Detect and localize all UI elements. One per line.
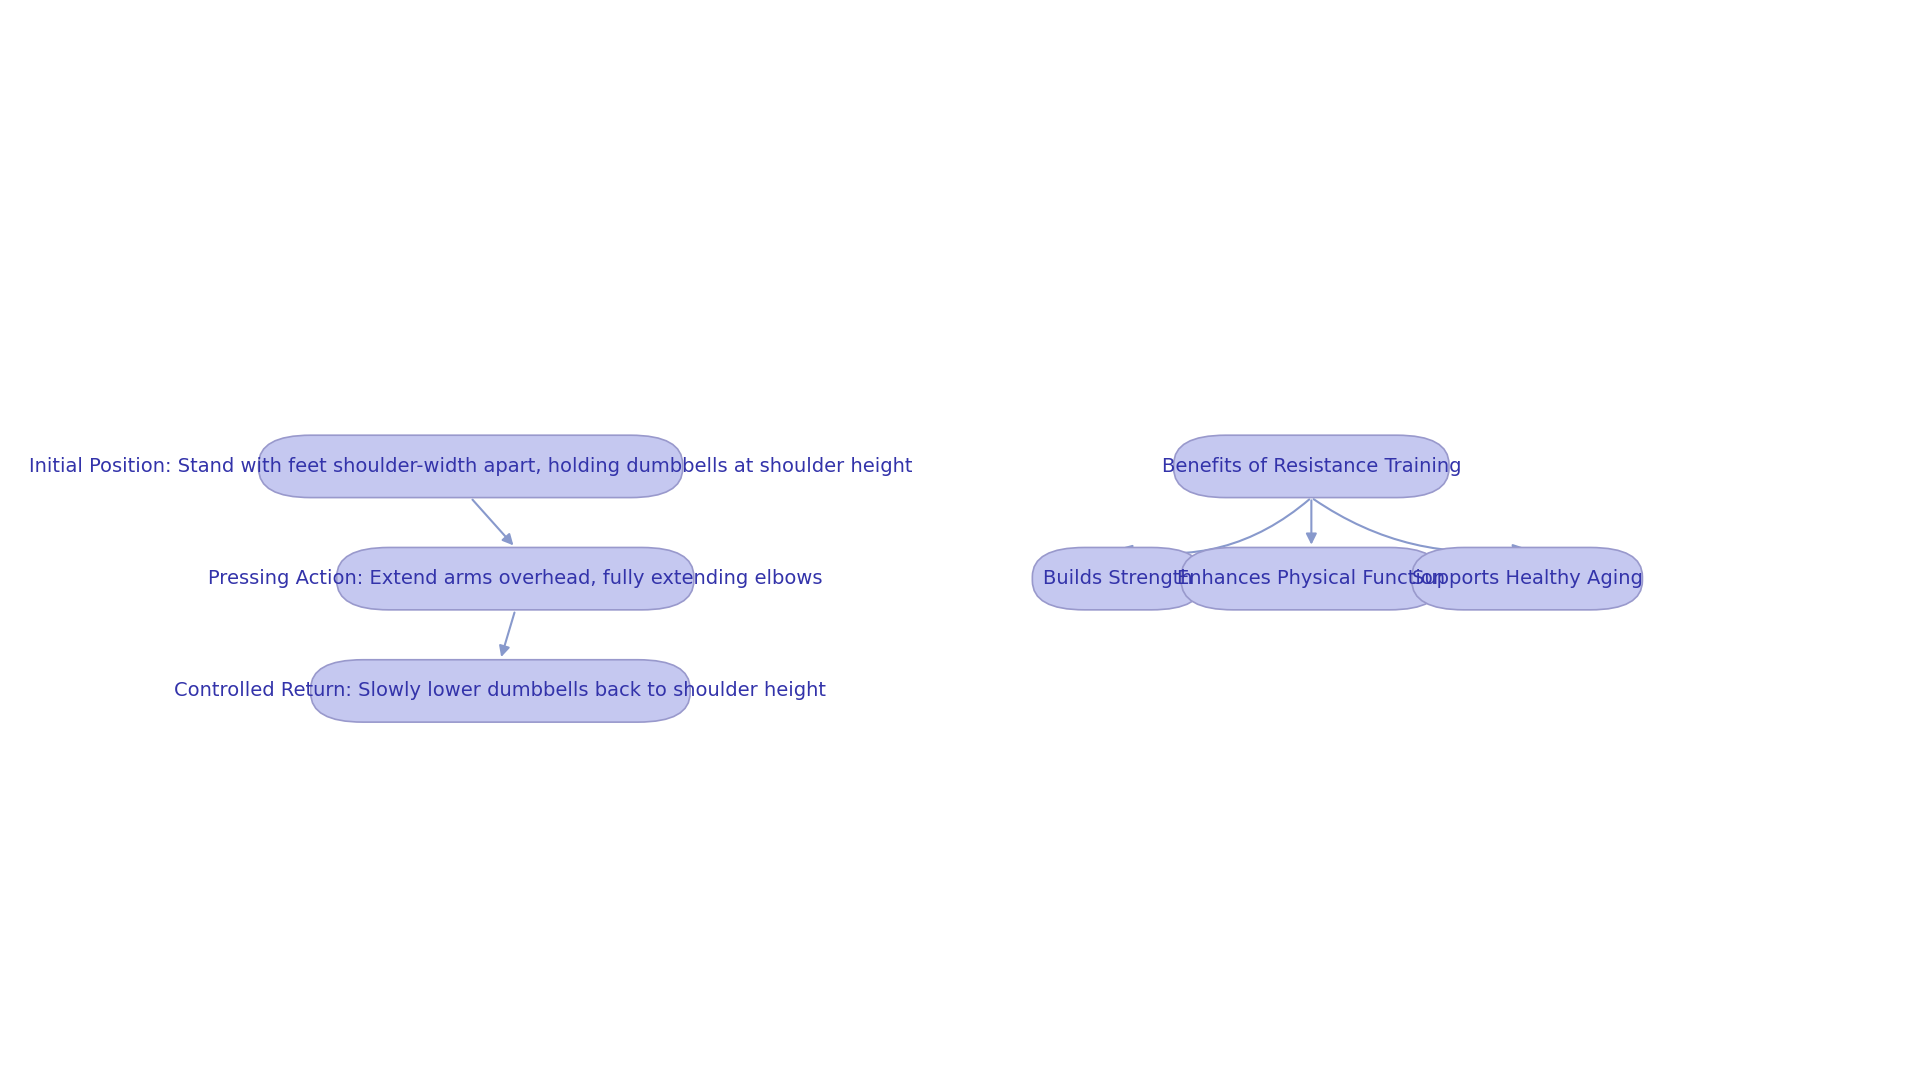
FancyBboxPatch shape xyxy=(1411,548,1642,610)
Text: Controlled Return: Slowly lower dumbbells back to shoulder height: Controlled Return: Slowly lower dumbbell… xyxy=(175,681,826,701)
Text: Supports Healthy Aging: Supports Healthy Aging xyxy=(1411,569,1642,589)
FancyBboxPatch shape xyxy=(259,435,684,498)
Text: Initial Position: Stand with feet shoulder-width apart, holding dumbbells at sho: Initial Position: Stand with feet should… xyxy=(29,457,912,476)
Text: Pressing Action: Extend arms overhead, fully extending elbows: Pressing Action: Extend arms overhead, f… xyxy=(207,569,822,589)
Text: Benefits of Resistance Training: Benefits of Resistance Training xyxy=(1162,457,1461,476)
FancyBboxPatch shape xyxy=(336,548,693,610)
Text: Enhances Physical Function: Enhances Physical Function xyxy=(1177,569,1446,589)
Text: Builds Strength: Builds Strength xyxy=(1043,569,1192,589)
FancyBboxPatch shape xyxy=(1173,435,1450,498)
FancyBboxPatch shape xyxy=(1033,548,1204,610)
FancyBboxPatch shape xyxy=(1181,548,1442,610)
FancyBboxPatch shape xyxy=(311,660,689,723)
